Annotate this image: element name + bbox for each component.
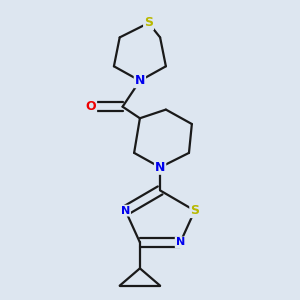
Text: N: N (135, 74, 145, 87)
Text: N: N (121, 206, 130, 216)
Text: N: N (155, 161, 165, 174)
Text: N: N (176, 237, 185, 248)
Text: S: S (190, 204, 199, 217)
Text: O: O (85, 100, 96, 113)
Text: S: S (144, 16, 153, 29)
